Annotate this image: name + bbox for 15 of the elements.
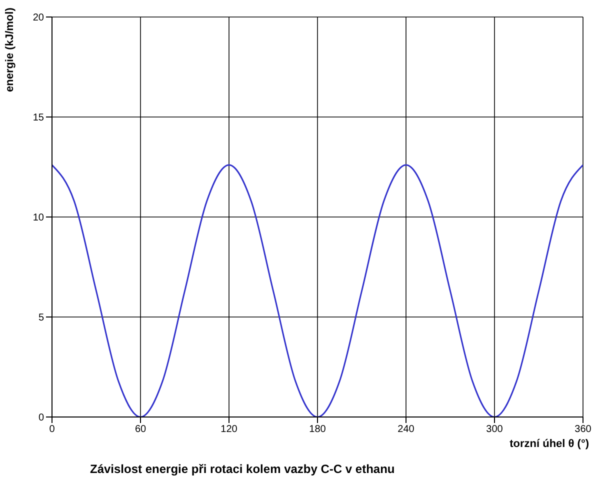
text: Závislost energie při rotaci kolem vazby C-C v ethanu (90, 462, 395, 476)
y-axis-title: energie (kJ/mol) (4, 8, 17, 94)
x-tick-label: 300 (486, 424, 504, 436)
x-tick-label: 180 (309, 424, 326, 436)
x-tick-label: 60 (134, 424, 146, 436)
x-axis-title: torzní úhel θ (°) (510, 438, 589, 450)
x-tick-label: 240 (398, 424, 415, 436)
y-tick-label: 5 (38, 312, 44, 324)
x-tick-label: 0 (49, 424, 56, 436)
x-tick-label: 120 (220, 424, 238, 436)
x-tick-label: 360 (574, 424, 592, 436)
y-tick-label: 20 (32, 12, 44, 24)
y-tick-label: 15 (32, 112, 44, 124)
y-tick-label: 0 (38, 412, 44, 424)
y-tick-label: 10 (32, 212, 44, 224)
